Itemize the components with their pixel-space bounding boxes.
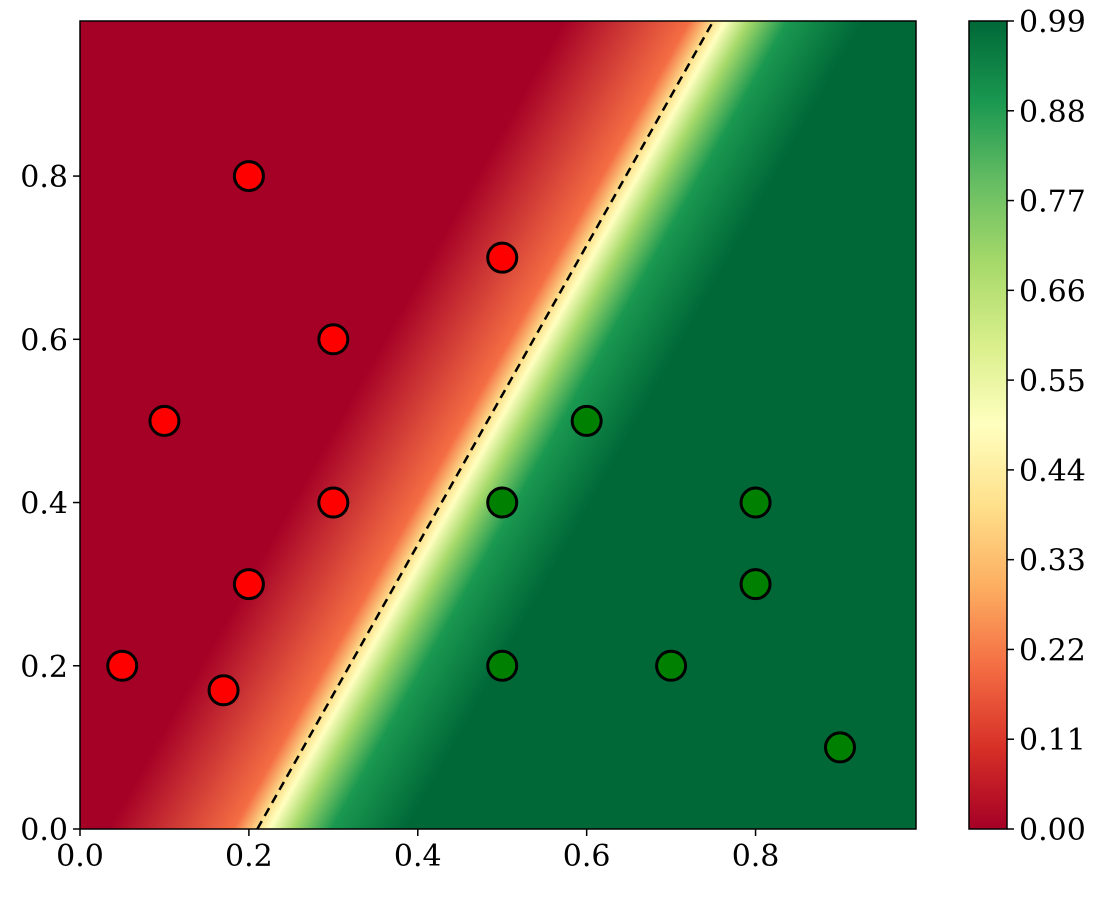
colorbar-tick-label: 0.88 <box>1019 95 1086 130</box>
colorbar-gradient <box>969 21 1007 829</box>
colorbar-tick-label: 0.11 <box>1019 723 1086 758</box>
colorbar: 0.00 0.11 0.22 0.33 0.44 0.55 0.66 0.77 0.88 0.99 <box>968 5 1086 848</box>
colorbar-tick-label: 0.99 <box>1019 5 1086 40</box>
x-tick-label: 0.0 <box>56 839 104 874</box>
data-point <box>317 486 350 519</box>
y-tick-label: 0.8 <box>20 160 68 195</box>
y-tick-label: 0.6 <box>20 323 68 358</box>
data-point <box>148 404 181 437</box>
colorbar-tick-label: 0.55 <box>1019 364 1086 399</box>
x-tick-label: 0.8 <box>732 839 780 874</box>
data-point <box>486 241 519 274</box>
data-point <box>739 568 772 601</box>
plot-area <box>79 20 917 830</box>
x-tick-label: 0.4 <box>394 839 442 874</box>
colorbar-frame <box>968 20 1008 830</box>
data-point <box>739 486 772 519</box>
colorbar-tick-label: 0.00 <box>1019 813 1086 848</box>
heatmap-background <box>80 21 916 829</box>
data-point <box>232 160 265 193</box>
x-axis: 0.0 0.2 0.4 0.6 0.8 <box>56 829 779 874</box>
y-axis: 0.0 0.2 0.4 0.6 0.8 <box>20 160 80 848</box>
data-point <box>486 486 519 519</box>
data-point <box>106 649 139 682</box>
data-point <box>824 731 856 764</box>
colorbar-tick-label: 0.33 <box>1019 544 1086 579</box>
data-point <box>207 674 240 707</box>
y-tick-label: 0.2 <box>20 650 68 685</box>
data-point <box>232 568 265 601</box>
data-point <box>317 323 350 356</box>
x-tick-label: 0.6 <box>563 839 611 874</box>
colorbar-tick-label: 0.77 <box>1019 185 1086 220</box>
decision-boundary-line <box>256 21 715 829</box>
data-point <box>655 649 688 682</box>
data-point <box>570 404 603 437</box>
data-point <box>486 649 519 682</box>
y-tick-label: 0.0 <box>20 813 68 848</box>
plot-frame <box>79 20 917 830</box>
colorbar-tick-label: 0.22 <box>1019 633 1086 668</box>
colorbar-tick-label: 0.66 <box>1019 274 1086 309</box>
y-tick-label: 0.4 <box>20 487 68 522</box>
x-tick-label: 0.2 <box>225 839 273 874</box>
colorbar-tick-label: 0.44 <box>1019 454 1086 489</box>
